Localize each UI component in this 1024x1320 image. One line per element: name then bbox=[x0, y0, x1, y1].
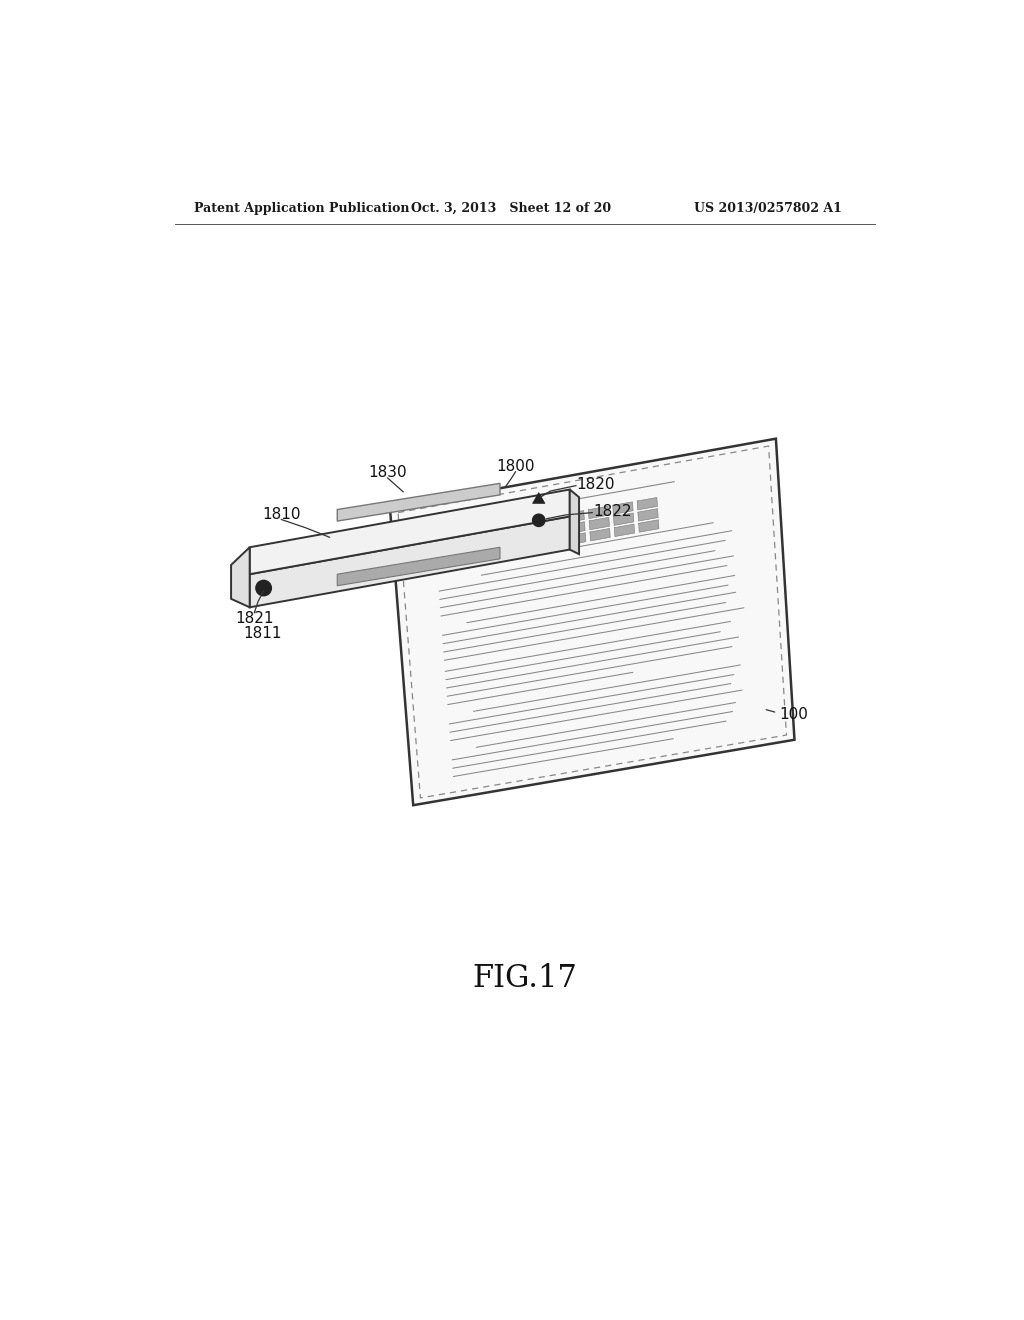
Text: 1820: 1820 bbox=[575, 477, 614, 491]
Polygon shape bbox=[638, 508, 658, 521]
Text: US 2013/0257802 A1: US 2013/0257802 A1 bbox=[693, 202, 842, 215]
Polygon shape bbox=[540, 515, 560, 527]
Polygon shape bbox=[231, 548, 250, 607]
Polygon shape bbox=[613, 513, 634, 525]
Polygon shape bbox=[250, 516, 569, 607]
Polygon shape bbox=[443, 544, 463, 556]
Polygon shape bbox=[515, 519, 536, 532]
Polygon shape bbox=[589, 506, 608, 519]
Polygon shape bbox=[612, 502, 633, 515]
Polygon shape bbox=[516, 531, 537, 543]
Polygon shape bbox=[532, 492, 545, 503]
Polygon shape bbox=[337, 483, 500, 521]
Text: 1811: 1811 bbox=[243, 626, 282, 642]
Text: 1822: 1822 bbox=[593, 503, 632, 519]
Polygon shape bbox=[443, 554, 464, 566]
Text: Oct. 3, 2013   Sheet 12 of 20: Oct. 3, 2013 Sheet 12 of 20 bbox=[411, 202, 611, 215]
Circle shape bbox=[532, 515, 545, 527]
Polygon shape bbox=[250, 490, 569, 574]
Polygon shape bbox=[565, 533, 586, 545]
Polygon shape bbox=[467, 539, 487, 552]
Polygon shape bbox=[390, 438, 795, 805]
Text: 1821: 1821 bbox=[236, 611, 273, 626]
Polygon shape bbox=[541, 527, 561, 539]
Polygon shape bbox=[467, 528, 486, 540]
Polygon shape bbox=[590, 528, 610, 541]
Polygon shape bbox=[637, 498, 657, 510]
Text: 1810: 1810 bbox=[262, 507, 301, 521]
Polygon shape bbox=[442, 532, 463, 545]
Polygon shape bbox=[337, 548, 500, 586]
Text: C: C bbox=[433, 536, 437, 541]
Polygon shape bbox=[517, 541, 538, 554]
Text: FIG.17: FIG.17 bbox=[472, 964, 578, 994]
Polygon shape bbox=[564, 511, 585, 523]
Polygon shape bbox=[614, 524, 635, 536]
Text: 100: 100 bbox=[779, 706, 808, 722]
Text: Patent Application Publication: Patent Application Publication bbox=[194, 202, 410, 215]
Polygon shape bbox=[565, 521, 585, 535]
Polygon shape bbox=[492, 535, 512, 546]
Polygon shape bbox=[589, 517, 609, 529]
Polygon shape bbox=[639, 520, 658, 532]
Text: 1800: 1800 bbox=[497, 459, 535, 474]
Polygon shape bbox=[468, 550, 488, 562]
Text: 1830: 1830 bbox=[369, 465, 407, 480]
Polygon shape bbox=[493, 546, 513, 558]
Polygon shape bbox=[490, 524, 511, 536]
Polygon shape bbox=[569, 490, 579, 554]
Polygon shape bbox=[542, 537, 561, 549]
Circle shape bbox=[256, 581, 271, 595]
